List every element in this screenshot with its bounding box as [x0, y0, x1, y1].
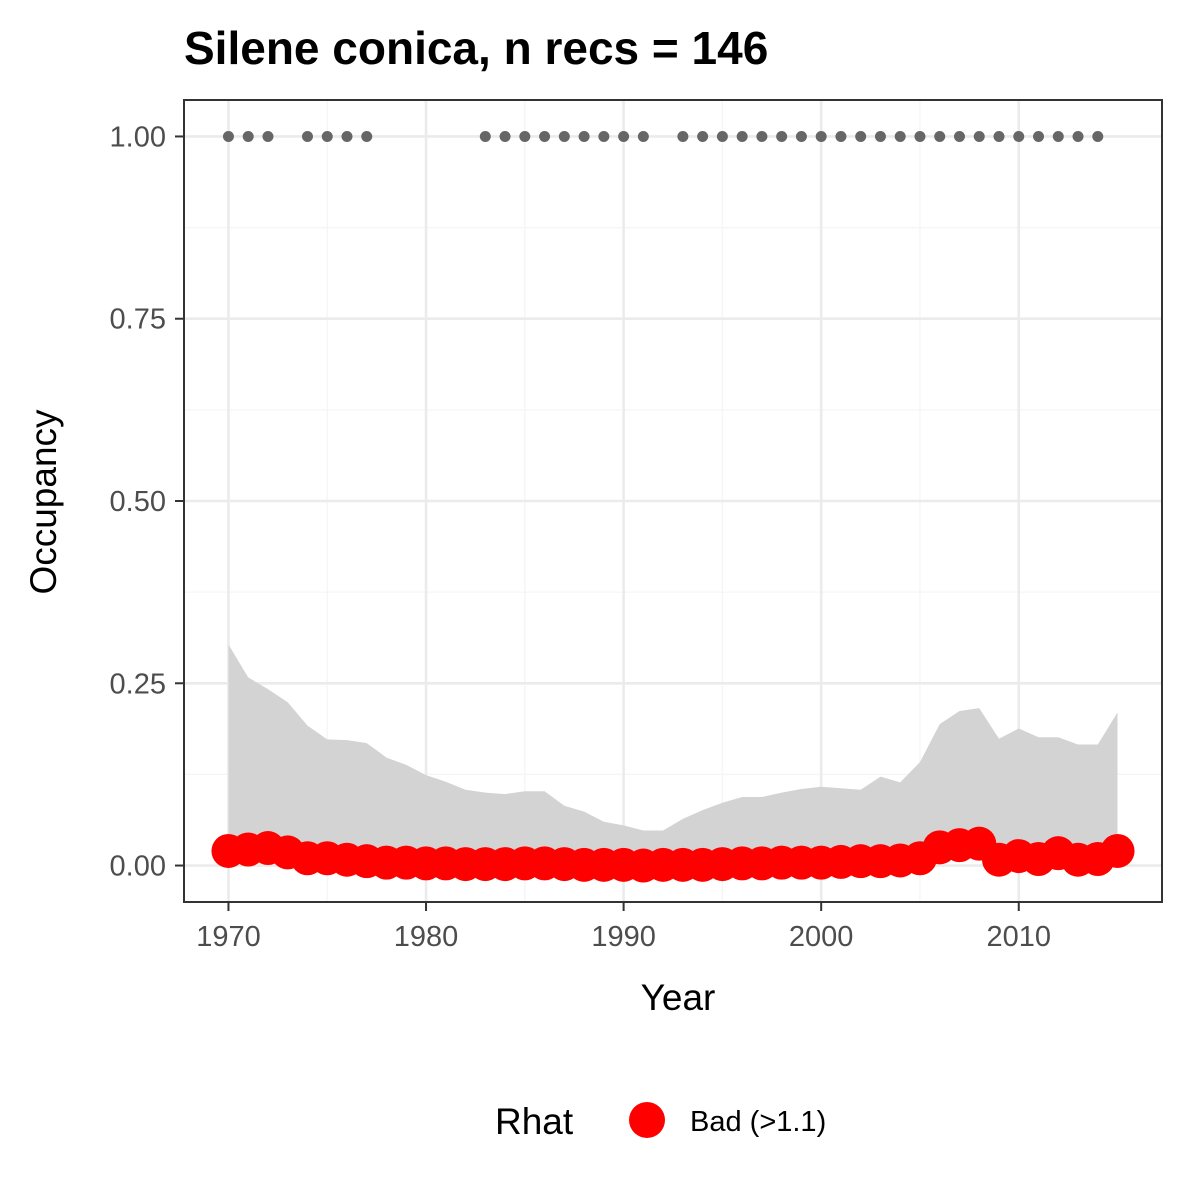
record-dot: [697, 130, 709, 142]
record-dot: [874, 130, 886, 142]
record-dot: [341, 130, 353, 142]
record-dot: [776, 130, 788, 142]
record-dot: [953, 130, 965, 142]
x-axis-ticks: 1970 1980 1990 2000 2010: [196, 902, 1051, 953]
x-tick-label: 1980: [394, 921, 459, 953]
record-dot: [1013, 130, 1025, 142]
record-dot: [301, 130, 313, 142]
record-dots: [222, 130, 1104, 142]
y-tick-label: 1.00: [110, 121, 166, 153]
x-tick-label: 1990: [591, 921, 656, 953]
record-dot: [499, 130, 511, 142]
y-tick-label: 0.75: [110, 304, 166, 336]
rhat-points: [211, 826, 1135, 883]
record-dot: [618, 130, 630, 142]
y-axis-title: Occupancy: [23, 409, 64, 595]
x-axis-title: Year: [641, 977, 716, 1018]
record-dot: [558, 130, 570, 142]
record-dot: [736, 130, 748, 142]
chart-title: Silene conica, n recs = 146: [184, 22, 768, 74]
record-dot: [361, 130, 373, 142]
legend-title: Rhat: [495, 1101, 574, 1142]
record-dot: [934, 130, 946, 142]
record-dot: [756, 130, 768, 142]
credible-interval-ribbon: [228, 644, 1118, 865]
record-dot: [242, 130, 254, 142]
record-dot: [835, 130, 847, 142]
record-dot: [321, 130, 333, 142]
record-dot: [815, 130, 827, 142]
record-dot: [894, 130, 906, 142]
record-dot: [716, 130, 728, 142]
record-dot: [539, 130, 551, 142]
legend: Rhat Bad (>1.1): [495, 1101, 826, 1142]
record-dot: [519, 130, 531, 142]
record-dot: [578, 130, 590, 142]
record-dot: [598, 130, 610, 142]
record-dot: [973, 130, 985, 142]
record-dot: [222, 130, 234, 142]
record-dot: [1072, 130, 1084, 142]
rhat-point: [1100, 833, 1135, 868]
record-dot: [1033, 130, 1045, 142]
record-dot: [637, 130, 649, 142]
legend-label-bad: Bad (>1.1): [690, 1106, 826, 1138]
record-dot: [1092, 130, 1104, 142]
record-dot: [855, 130, 867, 142]
record-dot: [914, 130, 926, 142]
y-axis-ticks: 0.00 0.25 0.50 0.75 1.00: [110, 121, 184, 883]
ribbon-area: [228, 644, 1118, 865]
record-dot: [262, 130, 274, 142]
x-tick-label: 2010: [986, 921, 1051, 953]
record-dot: [479, 130, 491, 142]
y-tick-label: 0.25: [110, 668, 166, 700]
record-dot: [1052, 130, 1064, 142]
record-dot: [677, 130, 689, 142]
legend-key-bad: [629, 1102, 665, 1138]
y-tick-label: 0.00: [110, 851, 166, 883]
record-dot: [993, 130, 1005, 142]
x-tick-label: 2000: [789, 921, 854, 953]
record-dot: [795, 130, 807, 142]
x-tick-label: 1970: [196, 921, 261, 953]
y-tick-label: 0.50: [110, 486, 166, 518]
